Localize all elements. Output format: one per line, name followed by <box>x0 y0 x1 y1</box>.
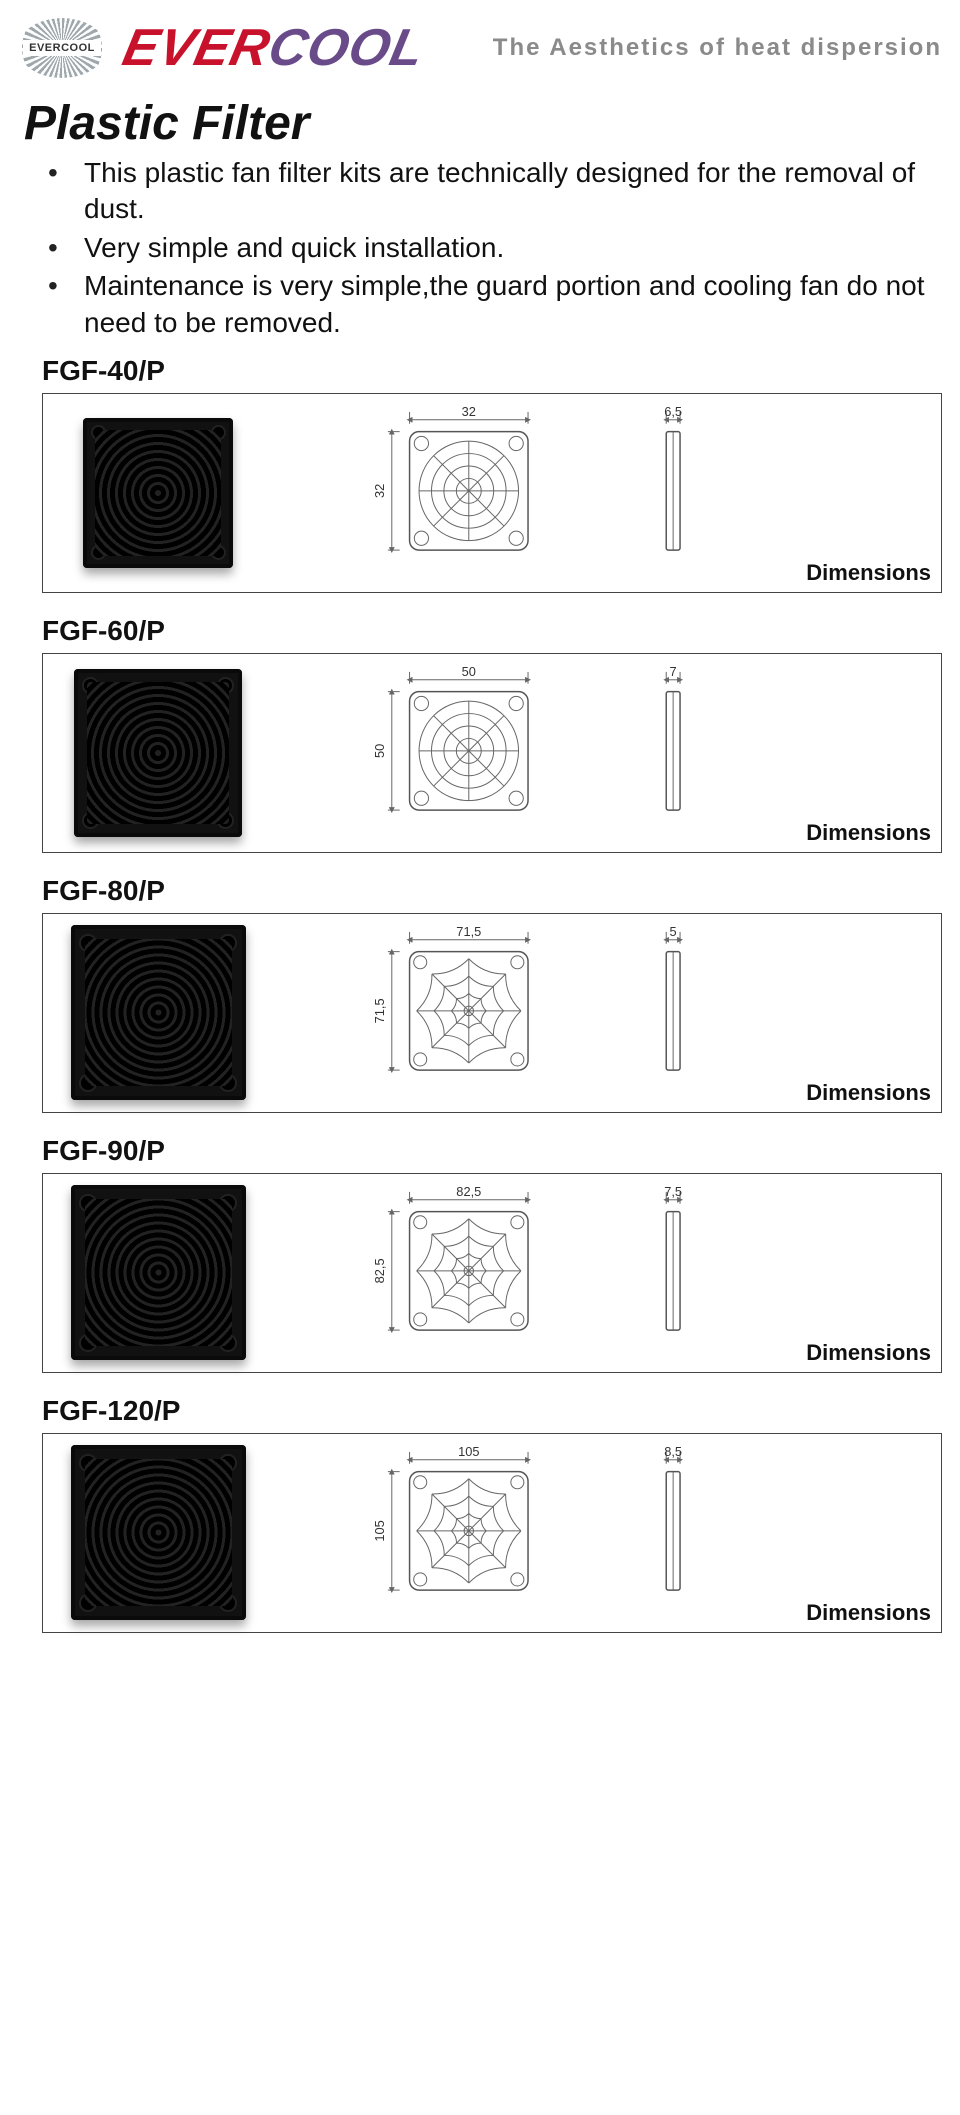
svg-text:50: 50 <box>372 744 387 758</box>
product-sku: FGF-90/P <box>42 1135 942 1167</box>
product-card: 50 50 7 Dimensions <box>42 653 942 853</box>
page: EVERCOOL EVERCOOL The Aesthetics of heat… <box>0 0 960 1679</box>
product-list: FGF-40/P 32 32 6,5 Dimensions <box>18 355 942 1633</box>
svg-text:71,5: 71,5 <box>456 924 481 939</box>
svg-text:32: 32 <box>462 404 476 419</box>
product-sku: FGF-40/P <box>42 355 942 387</box>
svg-text:8,5: 8,5 <box>664 1444 682 1459</box>
technical-drawing: 50 50 7 Dimensions <box>273 654 941 852</box>
product-block: FGF-40/P 32 32 6,5 Dimensions <box>18 355 942 593</box>
product-photo-cell <box>43 1434 273 1632</box>
feature-list: This plastic fan filter kits are technic… <box>18 155 942 341</box>
product-block: FGF-80/P 71,5 71,5 5 Dimensio <box>18 875 942 1113</box>
product-card: 105 105 8,5 Dimensions <box>42 1433 942 1633</box>
technical-drawing: 32 32 6,5 Dimensions <box>273 394 941 592</box>
tagline: The Aesthetics of heat dispersion <box>493 34 942 62</box>
product-photo <box>71 1185 246 1360</box>
feature-item: This plastic fan filter kits are technic… <box>36 155 942 228</box>
product-sku: FGF-120/P <box>42 1395 942 1427</box>
svg-text:82,5: 82,5 <box>372 1258 387 1283</box>
product-photo-cell <box>43 654 273 852</box>
svg-text:105: 105 <box>372 1520 387 1541</box>
svg-text:7,5: 7,5 <box>664 1184 682 1199</box>
product-card: 82,5 82,5 7,5 Dimensions <box>42 1173 942 1373</box>
dimensions-label: Dimensions <box>806 1340 931 1366</box>
technical-drawing: 82,5 82,5 7,5 Dimensions <box>273 1174 941 1372</box>
product-sku: FGF-60/P <box>42 615 942 647</box>
wordmark-part-2: COOL <box>263 19 430 77</box>
technical-drawing: 105 105 8,5 Dimensions <box>273 1434 941 1632</box>
product-photo <box>74 669 242 837</box>
product-photo <box>71 925 246 1100</box>
technical-drawing: 71,5 71,5 5 Dimensions <box>273 914 941 1112</box>
dimensions-label: Dimensions <box>806 1080 931 1106</box>
product-block: FGF-120/P 105 105 8,5 Dimensi <box>18 1395 942 1633</box>
product-photo <box>83 418 233 568</box>
dimensions-label: Dimensions <box>806 560 931 586</box>
feature-item: Very simple and quick installation. <box>36 230 942 266</box>
product-photo <box>71 1445 246 1620</box>
badge-text: EVERCOOL <box>23 40 101 56</box>
product-photo-cell <box>43 394 273 592</box>
svg-text:32: 32 <box>372 484 387 498</box>
page-title: Plastic Filter <box>24 96 942 151</box>
svg-text:7: 7 <box>670 664 677 679</box>
dimensions-label: Dimensions <box>806 820 931 846</box>
svg-text:5: 5 <box>670 924 677 939</box>
header: EVERCOOL EVERCOOL The Aesthetics of heat… <box>18 18 942 78</box>
product-photo-cell <box>43 914 273 1112</box>
product-card: 32 32 6,5 Dimensions <box>42 393 942 593</box>
product-block: FGF-60/P 50 50 7 Dimensions <box>18 615 942 853</box>
svg-text:71,5: 71,5 <box>372 998 387 1023</box>
svg-text:50: 50 <box>462 664 476 679</box>
product-photo-cell <box>43 1174 273 1372</box>
feature-item: Maintenance is very simple,the guard por… <box>36 268 942 341</box>
product-block: FGF-90/P 82,5 82,5 7,5 Dimens <box>18 1135 942 1373</box>
svg-text:105: 105 <box>458 1444 479 1459</box>
product-sku: FGF-80/P <box>42 875 942 907</box>
brand-wordmark: EVERCOOL <box>118 18 431 78</box>
product-card: 71,5 71,5 5 Dimensions <box>42 913 942 1113</box>
dimensions-label: Dimensions <box>806 1600 931 1626</box>
svg-text:82,5: 82,5 <box>456 1184 481 1199</box>
brand-badge-icon: EVERCOOL <box>18 18 106 78</box>
wordmark-part-1: EVER <box>118 19 276 77</box>
svg-text:6,5: 6,5 <box>664 404 682 419</box>
